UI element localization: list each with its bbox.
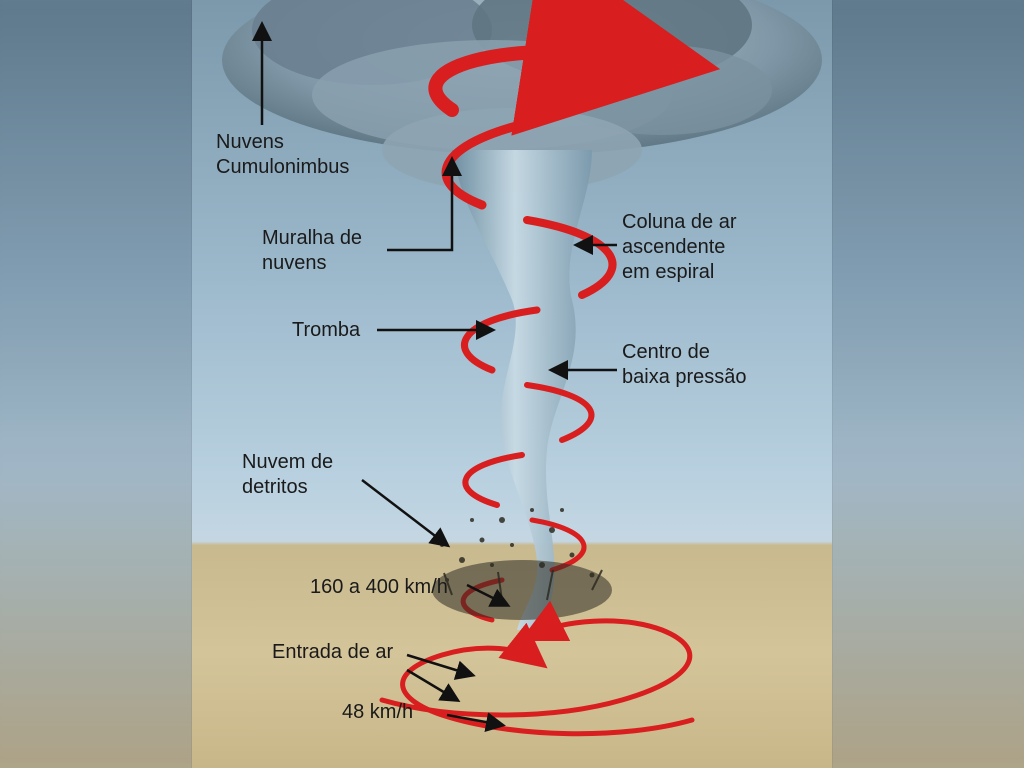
wall-cloud-shape	[382, 108, 642, 192]
label-debris-cloud: Nuvem de detritos	[242, 450, 333, 500]
label-wall-cloud: Muralha de nuvens	[262, 226, 362, 276]
label-funnel: Tromba	[292, 318, 360, 343]
funnel-shape	[452, 150, 592, 630]
label-updraft: Coluna de ar ascendente em espiral	[622, 210, 737, 285]
diagram-panel: Nuvens Cumulonimbus Muralha de nuvens Tr…	[192, 0, 832, 768]
ground-swirl	[382, 621, 692, 734]
spiral-updraft	[435, 52, 662, 620]
label-low-pressure: Centro de baixa pressão	[622, 340, 747, 390]
label-wind-low: 48 km/h	[342, 700, 413, 725]
debris-cloud-shape	[432, 508, 612, 620]
label-wind-high: 160 a 400 km/h	[310, 575, 448, 600]
stage: Nuvens Cumulonimbus Muralha de nuvens Tr…	[0, 0, 1024, 768]
label-air-intake: Entrada de ar	[272, 640, 393, 665]
label-cumulonimbus: Nuvens Cumulonimbus	[216, 130, 349, 180]
